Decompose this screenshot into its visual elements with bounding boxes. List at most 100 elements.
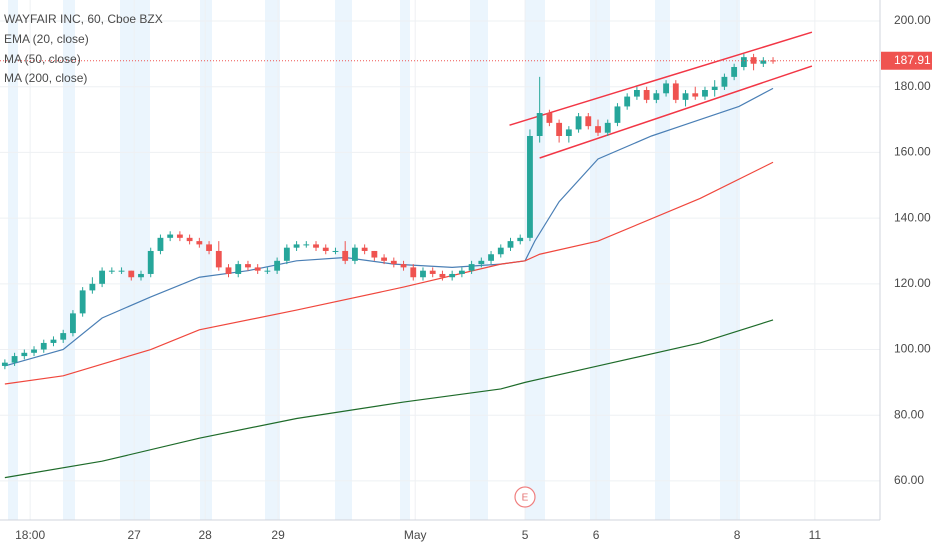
x-tick-label: 28 xyxy=(198,528,212,542)
session-band xyxy=(400,0,410,520)
legend: WAYFAIR INC, 60, Cboe BZX EMA (20, close… xyxy=(4,12,163,85)
candle-body xyxy=(546,113,553,123)
candle-body xyxy=(410,267,417,278)
candle-body xyxy=(283,247,290,261)
candle-body xyxy=(497,247,504,255)
candle-body xyxy=(332,250,339,252)
candle-body xyxy=(556,122,563,136)
indicator-line xyxy=(4,319,774,479)
candle-body xyxy=(138,273,144,278)
candle-body xyxy=(322,247,329,251)
candle-body xyxy=(439,273,446,278)
y-tick-label: 140.00 xyxy=(894,210,931,224)
candle-body xyxy=(517,237,524,242)
candle-body xyxy=(420,270,426,278)
candle-body xyxy=(390,260,397,265)
candle-body xyxy=(264,270,271,272)
candle-body xyxy=(663,83,669,94)
candle-body xyxy=(176,234,183,238)
y-tick-label: 200.00 xyxy=(894,13,931,27)
candle-body xyxy=(196,241,203,245)
candle-body xyxy=(89,283,96,291)
plot xyxy=(0,31,880,479)
candle-body xyxy=(206,244,212,251)
y-tick-label: 120.00 xyxy=(894,276,931,290)
legend-entry: EMA (20, close) xyxy=(4,32,89,46)
x-tick-label: 5 xyxy=(522,528,529,542)
x-tick-label: 27 xyxy=(128,528,142,542)
grid xyxy=(0,0,880,520)
candle-body xyxy=(303,244,310,246)
candle-body xyxy=(70,313,76,334)
candle-body xyxy=(40,342,47,350)
channel-line xyxy=(509,31,813,126)
candle-body xyxy=(702,90,708,97)
legend-entry: MA (50, close) xyxy=(4,52,81,66)
candle-body xyxy=(478,260,485,265)
candle-body xyxy=(721,76,728,87)
candle-body xyxy=(79,290,86,314)
candle-body xyxy=(672,83,679,100)
x-tick-label: 6 xyxy=(593,528,600,542)
session-band xyxy=(470,0,488,520)
x-tick-label: 8 xyxy=(734,528,741,542)
candle-body xyxy=(633,90,640,97)
candle-body xyxy=(50,339,57,343)
candle-body xyxy=(692,93,699,97)
candle-body xyxy=(575,116,582,130)
session-band xyxy=(8,0,18,520)
candle-body xyxy=(108,270,115,272)
candle-body xyxy=(507,241,514,248)
candle-body xyxy=(653,93,660,100)
session-band xyxy=(590,0,610,520)
candle-body xyxy=(371,250,378,258)
candle-body xyxy=(565,129,572,136)
last-price-box xyxy=(881,51,932,70)
x-tick-label: May xyxy=(404,528,427,542)
candle-body xyxy=(1,362,8,366)
candle-body xyxy=(21,352,28,357)
y-tick-label: 180.00 xyxy=(894,79,931,93)
candle-body xyxy=(488,254,494,261)
candle-body xyxy=(381,257,388,261)
earnings-label[interactable]: E xyxy=(522,493,529,504)
x-tick-label: 29 xyxy=(271,528,285,542)
candle-body xyxy=(731,67,738,77)
candle-body xyxy=(313,244,319,248)
y-tick-label: 80.00 xyxy=(894,407,924,421)
candle-body xyxy=(293,244,300,248)
candle-body xyxy=(274,260,281,271)
candle-body xyxy=(225,267,232,274)
earnings-badge[interactable] xyxy=(514,486,536,508)
y-tick-label: 60.00 xyxy=(894,473,924,487)
session-band xyxy=(265,0,280,520)
candle-body xyxy=(458,270,465,274)
axes: 60.00 80.00 100.00 120.00 140.00 160.00 180.00… xyxy=(15,13,932,542)
y-tick-label: 100.00 xyxy=(894,342,931,356)
candle-body xyxy=(429,270,436,274)
last-price-label: 187.91 xyxy=(894,53,931,67)
candle-body xyxy=(235,264,242,274)
candle-body xyxy=(760,60,767,64)
candle-body xyxy=(167,234,174,238)
candle-body xyxy=(352,247,358,261)
candle-body xyxy=(468,264,475,271)
session-band xyxy=(63,0,75,520)
candle-body xyxy=(31,349,37,353)
candle-body xyxy=(361,247,368,251)
indicator-line xyxy=(4,87,774,367)
candle-body xyxy=(186,237,193,242)
session-band xyxy=(120,0,150,520)
candle-body xyxy=(770,60,776,62)
earnings-icon[interactable]: E xyxy=(514,486,536,508)
candle-body xyxy=(128,270,135,278)
x-tick-label: 11 xyxy=(809,528,822,542)
candle-body xyxy=(682,93,689,100)
x-tick-label: 18:00 xyxy=(15,528,45,542)
candle-body xyxy=(643,90,650,100)
candle-body xyxy=(711,86,718,91)
candle-body xyxy=(157,237,164,251)
candle-body xyxy=(99,270,106,284)
y-tick-label: 160.00 xyxy=(894,145,931,159)
